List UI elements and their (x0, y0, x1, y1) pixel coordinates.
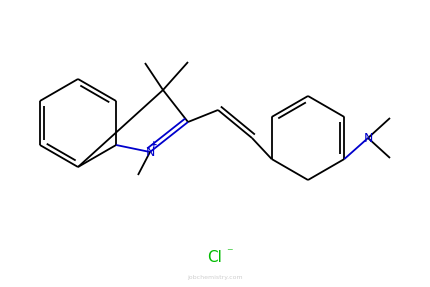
Text: +: + (150, 139, 157, 148)
Text: jobchemistry.com: jobchemistry.com (187, 276, 242, 280)
Text: ⁻: ⁻ (225, 247, 232, 259)
Text: N: N (145, 146, 154, 158)
Text: N: N (362, 131, 372, 144)
Text: Cl: Cl (207, 251, 222, 265)
